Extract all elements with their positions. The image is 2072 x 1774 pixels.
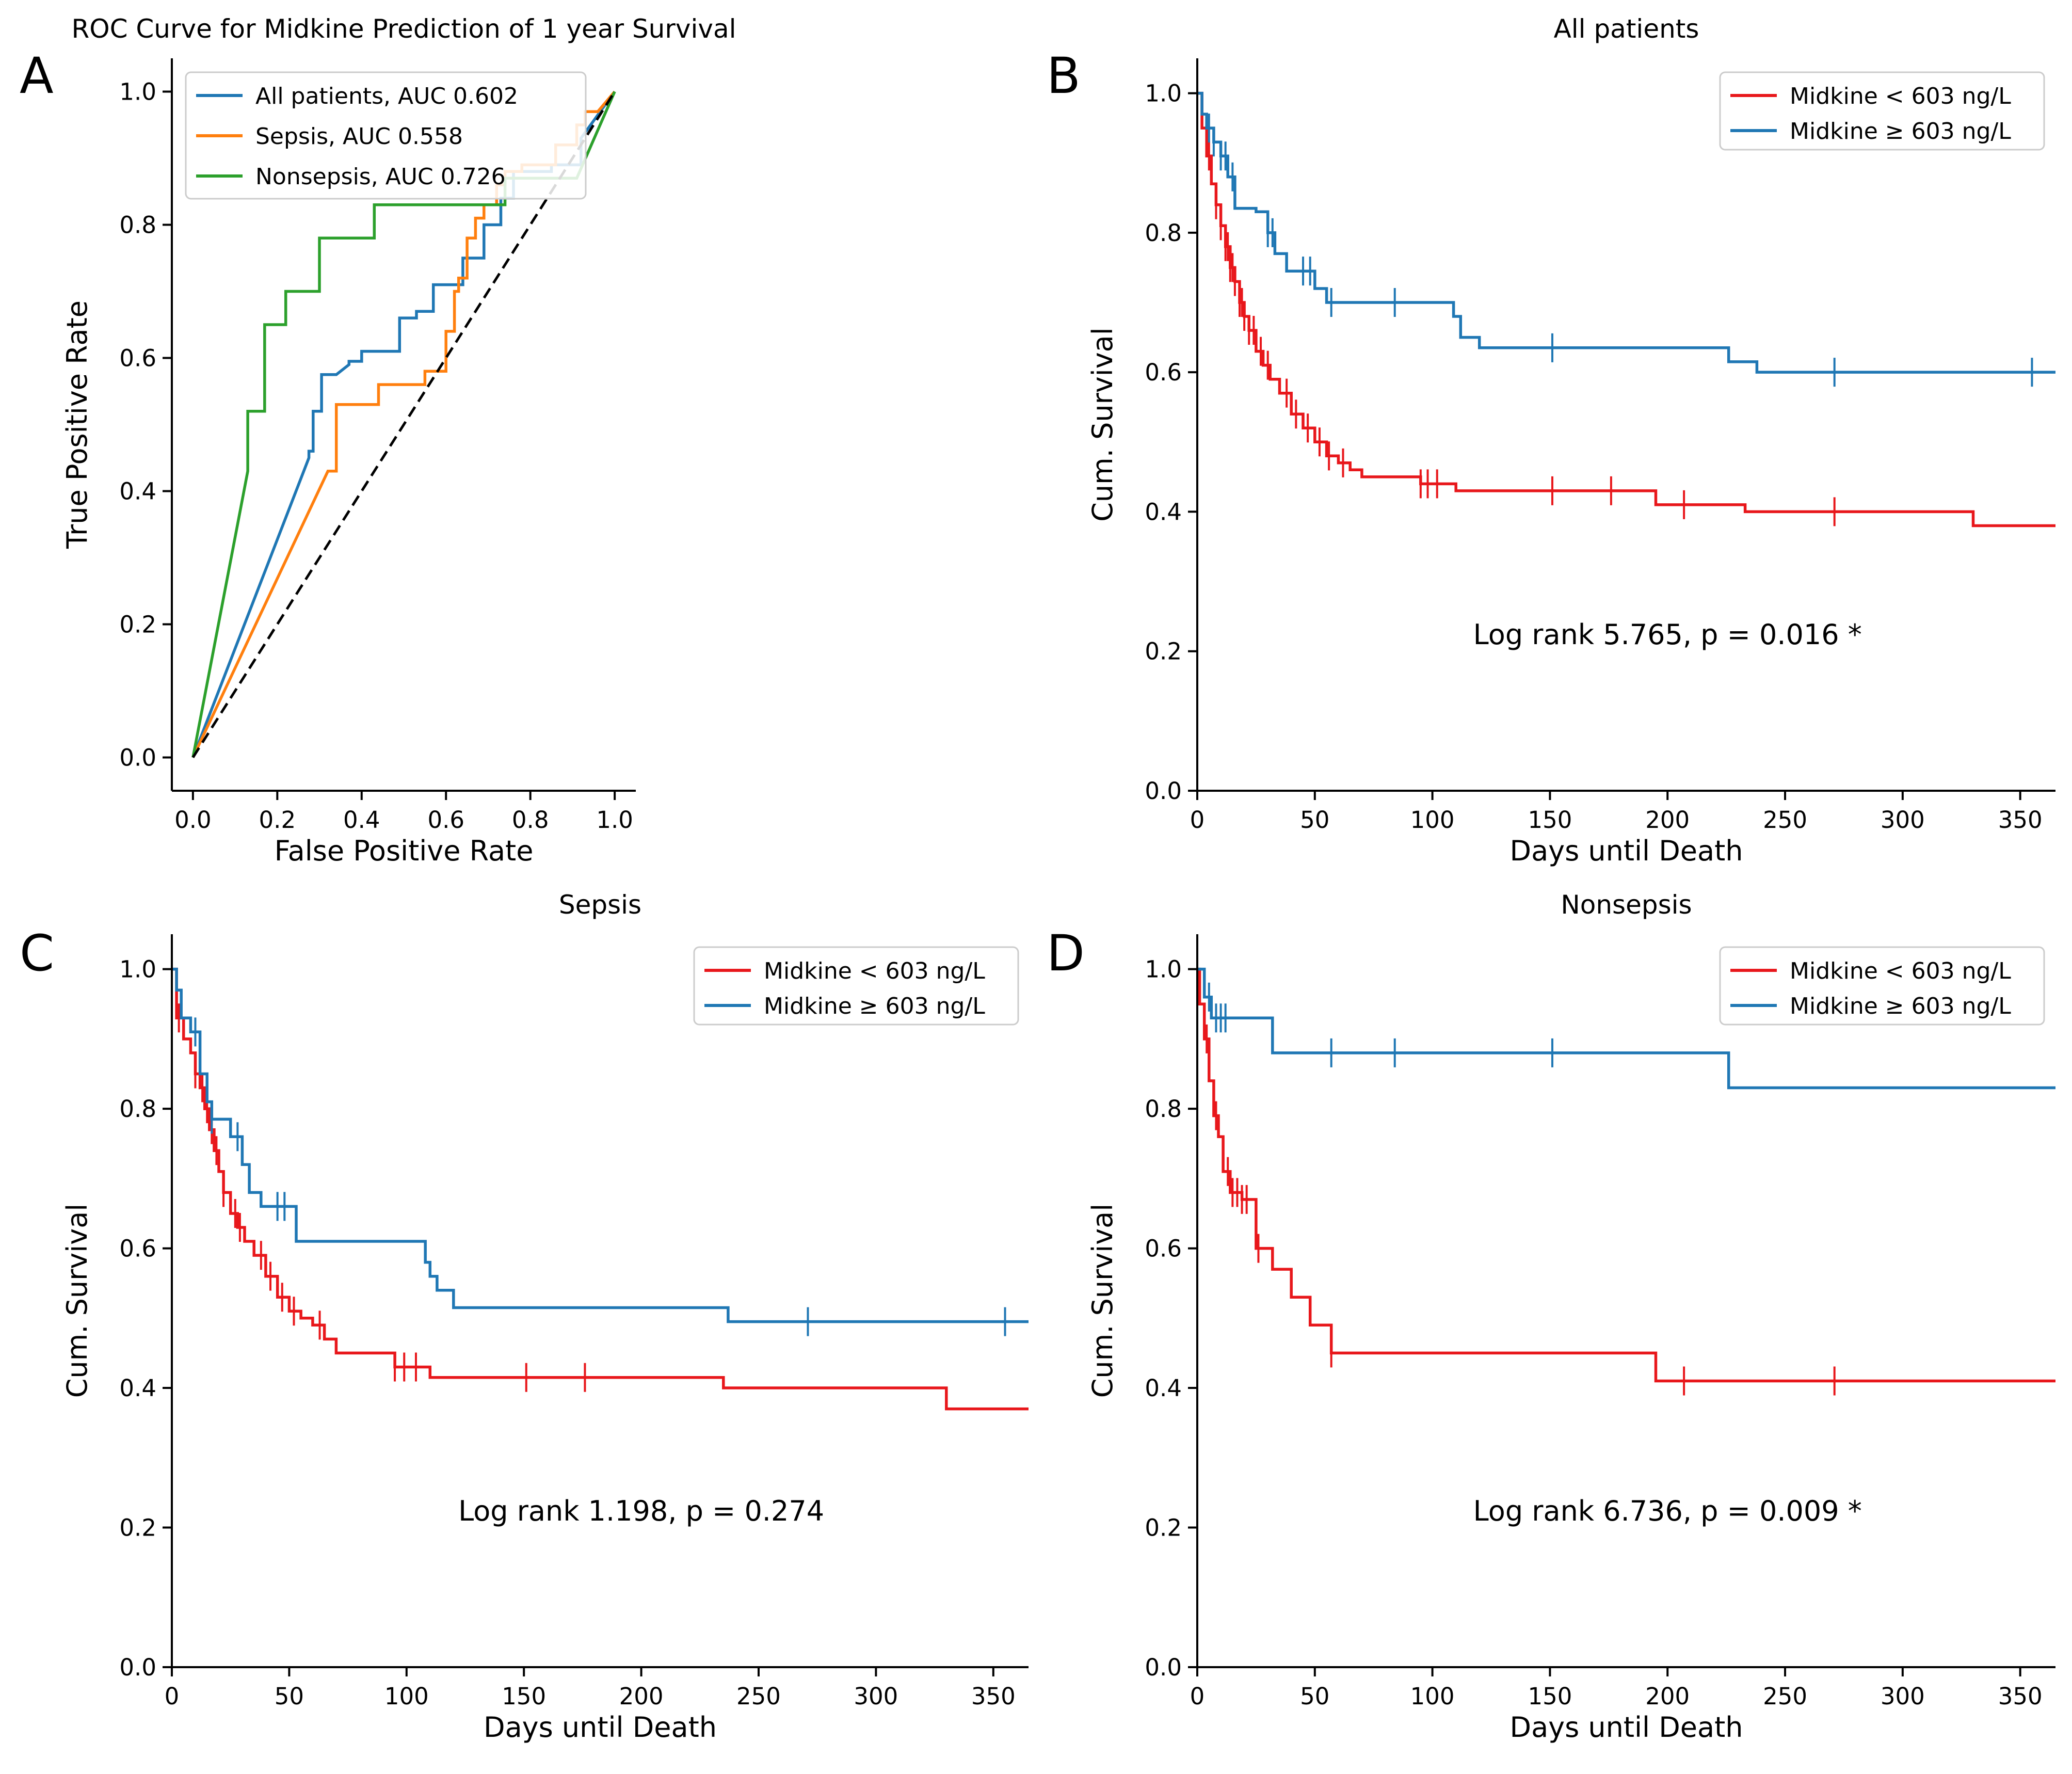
panel-d: D Nonsepsis 0 50 100 150 200 250 300 350 0.0 0.2 0.4… [1047, 890, 2055, 1744]
legend-box [693, 946, 1019, 1026]
x-tick-label: 150 [1528, 806, 1572, 834]
chart-title: Sepsis [559, 890, 641, 920]
x-tick-label: 200 [619, 1683, 664, 1710]
x-axis-label: Days until Death [1509, 1711, 1743, 1744]
x-tick-label: 350 [971, 1683, 1016, 1710]
y-tick-label: 0.4 [1145, 498, 1182, 525]
x-tick-label: 0 [165, 1683, 180, 1710]
x-tick-label: 150 [502, 1683, 546, 1710]
series-line-0 [1197, 91, 2055, 528]
x-tick-label: 0.4 [343, 806, 380, 834]
y-tick-label: 0.6 [1145, 1235, 1182, 1262]
x-axis-label: Days until Death [484, 1711, 717, 1744]
x-tick-label: 200 [1645, 806, 1690, 834]
series-line-0 [172, 967, 1029, 1411]
series-line-0 [1197, 967, 2055, 1383]
legend-entry-label: Nonsepsis, AUC 0.726 [255, 164, 506, 190]
x-tick-label: 0 [1190, 806, 1205, 834]
panel-letter: A [20, 47, 54, 105]
y-tick-label: 0.2 [119, 1514, 156, 1542]
y-axis-label: Cum. Survival [1086, 327, 1119, 522]
legend-entry-label: Sepsis, AUC 0.558 [255, 123, 463, 150]
x-tick-label: 150 [1528, 1683, 1572, 1710]
x-tick-label: 300 [1881, 1683, 1925, 1710]
x-tick-label: 350 [1998, 1683, 2043, 1710]
y-tick-label: 0.6 [119, 345, 156, 372]
x-tick-label: 200 [1645, 1683, 1690, 1710]
legend-box [1719, 71, 2045, 151]
x-tick-label: 50 [275, 1683, 304, 1710]
chart-title: ROC Curve for Midkine Prediction of 1 ye… [71, 14, 736, 44]
panel-letter: D [1047, 924, 1085, 982]
y-tick-label: 0.8 [119, 212, 156, 239]
legend-entry-label: All patients, AUC 0.602 [255, 83, 518, 109]
y-tick-label: 1.0 [119, 78, 156, 106]
chart-title: All patients [1554, 14, 1699, 44]
legend-box [1719, 946, 2045, 1026]
x-tick-label: 250 [1763, 806, 1807, 834]
x-tick-label: 0.0 [174, 806, 212, 834]
y-tick-label: 0.8 [119, 1095, 156, 1123]
x-axis-label: Days until Death [1509, 835, 1743, 867]
y-tick-label: 1.0 [119, 956, 156, 983]
legend-entry-label: Midkine < 603 ng/L [1790, 958, 2011, 984]
y-tick-label: 0.4 [119, 1375, 156, 1402]
y-tick-label: 0.2 [119, 611, 156, 638]
y-tick-label: 0.4 [1145, 1375, 1182, 1402]
x-tick-label: 50 [1300, 806, 1329, 834]
log-rank-annotation: Log rank 1.198, p = 0.274 [458, 1495, 824, 1527]
y-tick-label: 0.0 [1145, 777, 1182, 805]
legend-box [185, 71, 587, 200]
x-tick-label: 0.2 [259, 806, 296, 834]
y-tick-label: 0.6 [119, 1235, 156, 1262]
y-tick-label: 0.0 [1145, 1654, 1182, 1681]
panel-letter: C [20, 924, 54, 982]
series-line-1 [1197, 967, 2055, 1090]
y-tick-label: 0.8 [1145, 219, 1182, 247]
log-rank-annotation: Log rank 5.765, p = 0.016 * [1473, 618, 1862, 651]
x-tick-label: 0.8 [512, 806, 549, 834]
x-tick-label: 300 [854, 1683, 898, 1710]
x-tick-label: 100 [1410, 806, 1455, 834]
y-tick-label: 0.0 [119, 1654, 156, 1681]
panel-c: C Sepsis 0 50 100 150 200 250 300 350 0.0 0.2 0.4 0.6… [20, 890, 1029, 1744]
x-tick-label: 350 [1998, 806, 2043, 834]
legend-entry-label: Midkine ≥ 603 ng/L [1790, 993, 2011, 1019]
x-tick-label: 100 [384, 1683, 429, 1710]
y-tick-label: 0.8 [1145, 1095, 1182, 1123]
legend-entry-label: Midkine < 603 ng/L [1790, 83, 2011, 109]
panel-a: A ROC Curve for Midkine Prediction of 1 y… [20, 14, 736, 867]
x-tick-label: 50 [1300, 1683, 1329, 1710]
panel-letter: B [1047, 47, 1081, 105]
y-tick-label: 0.0 [119, 744, 156, 772]
y-axis-label: Cum. Survival [1086, 1204, 1119, 1398]
series-line-3 [191, 91, 616, 758]
x-tick-label: 0.6 [427, 806, 464, 834]
chart-title: Nonsepsis [1561, 890, 1692, 920]
y-tick-label: 0.2 [1145, 1514, 1182, 1542]
x-tick-label: 250 [736, 1683, 781, 1710]
series-line-1 [172, 967, 1029, 1323]
x-tick-label: 250 [1763, 1683, 1807, 1710]
y-tick-label: 0.6 [1145, 359, 1182, 386]
legend-entry-label: Midkine ≥ 603 ng/L [764, 993, 985, 1019]
x-axis-label: False Positive Rate [275, 835, 534, 867]
y-tick-label: 1.0 [1145, 80, 1182, 107]
panel-b: B All patients 0 50 100 150 200 250 300 350 0.0 0.2… [1047, 14, 2055, 867]
y-axis-label: True Positive Rate [61, 300, 93, 549]
y-tick-label: 0.4 [119, 478, 156, 505]
x-tick-label: 0 [1190, 1683, 1205, 1710]
y-tick-label: 0.2 [1145, 638, 1182, 665]
x-tick-label: 100 [1410, 1683, 1455, 1710]
x-tick-label: 300 [1881, 806, 1925, 834]
legend-entry-label: Midkine < 603 ng/L [764, 958, 985, 984]
y-axis-label: Cum. Survival [61, 1204, 93, 1398]
log-rank-annotation: Log rank 6.736, p = 0.009 * [1473, 1495, 1862, 1527]
x-tick-label: 1.0 [596, 806, 633, 834]
y-tick-label: 1.0 [1145, 956, 1182, 983]
legend-entry-label: Midkine ≥ 603 ng/L [1790, 118, 2011, 145]
